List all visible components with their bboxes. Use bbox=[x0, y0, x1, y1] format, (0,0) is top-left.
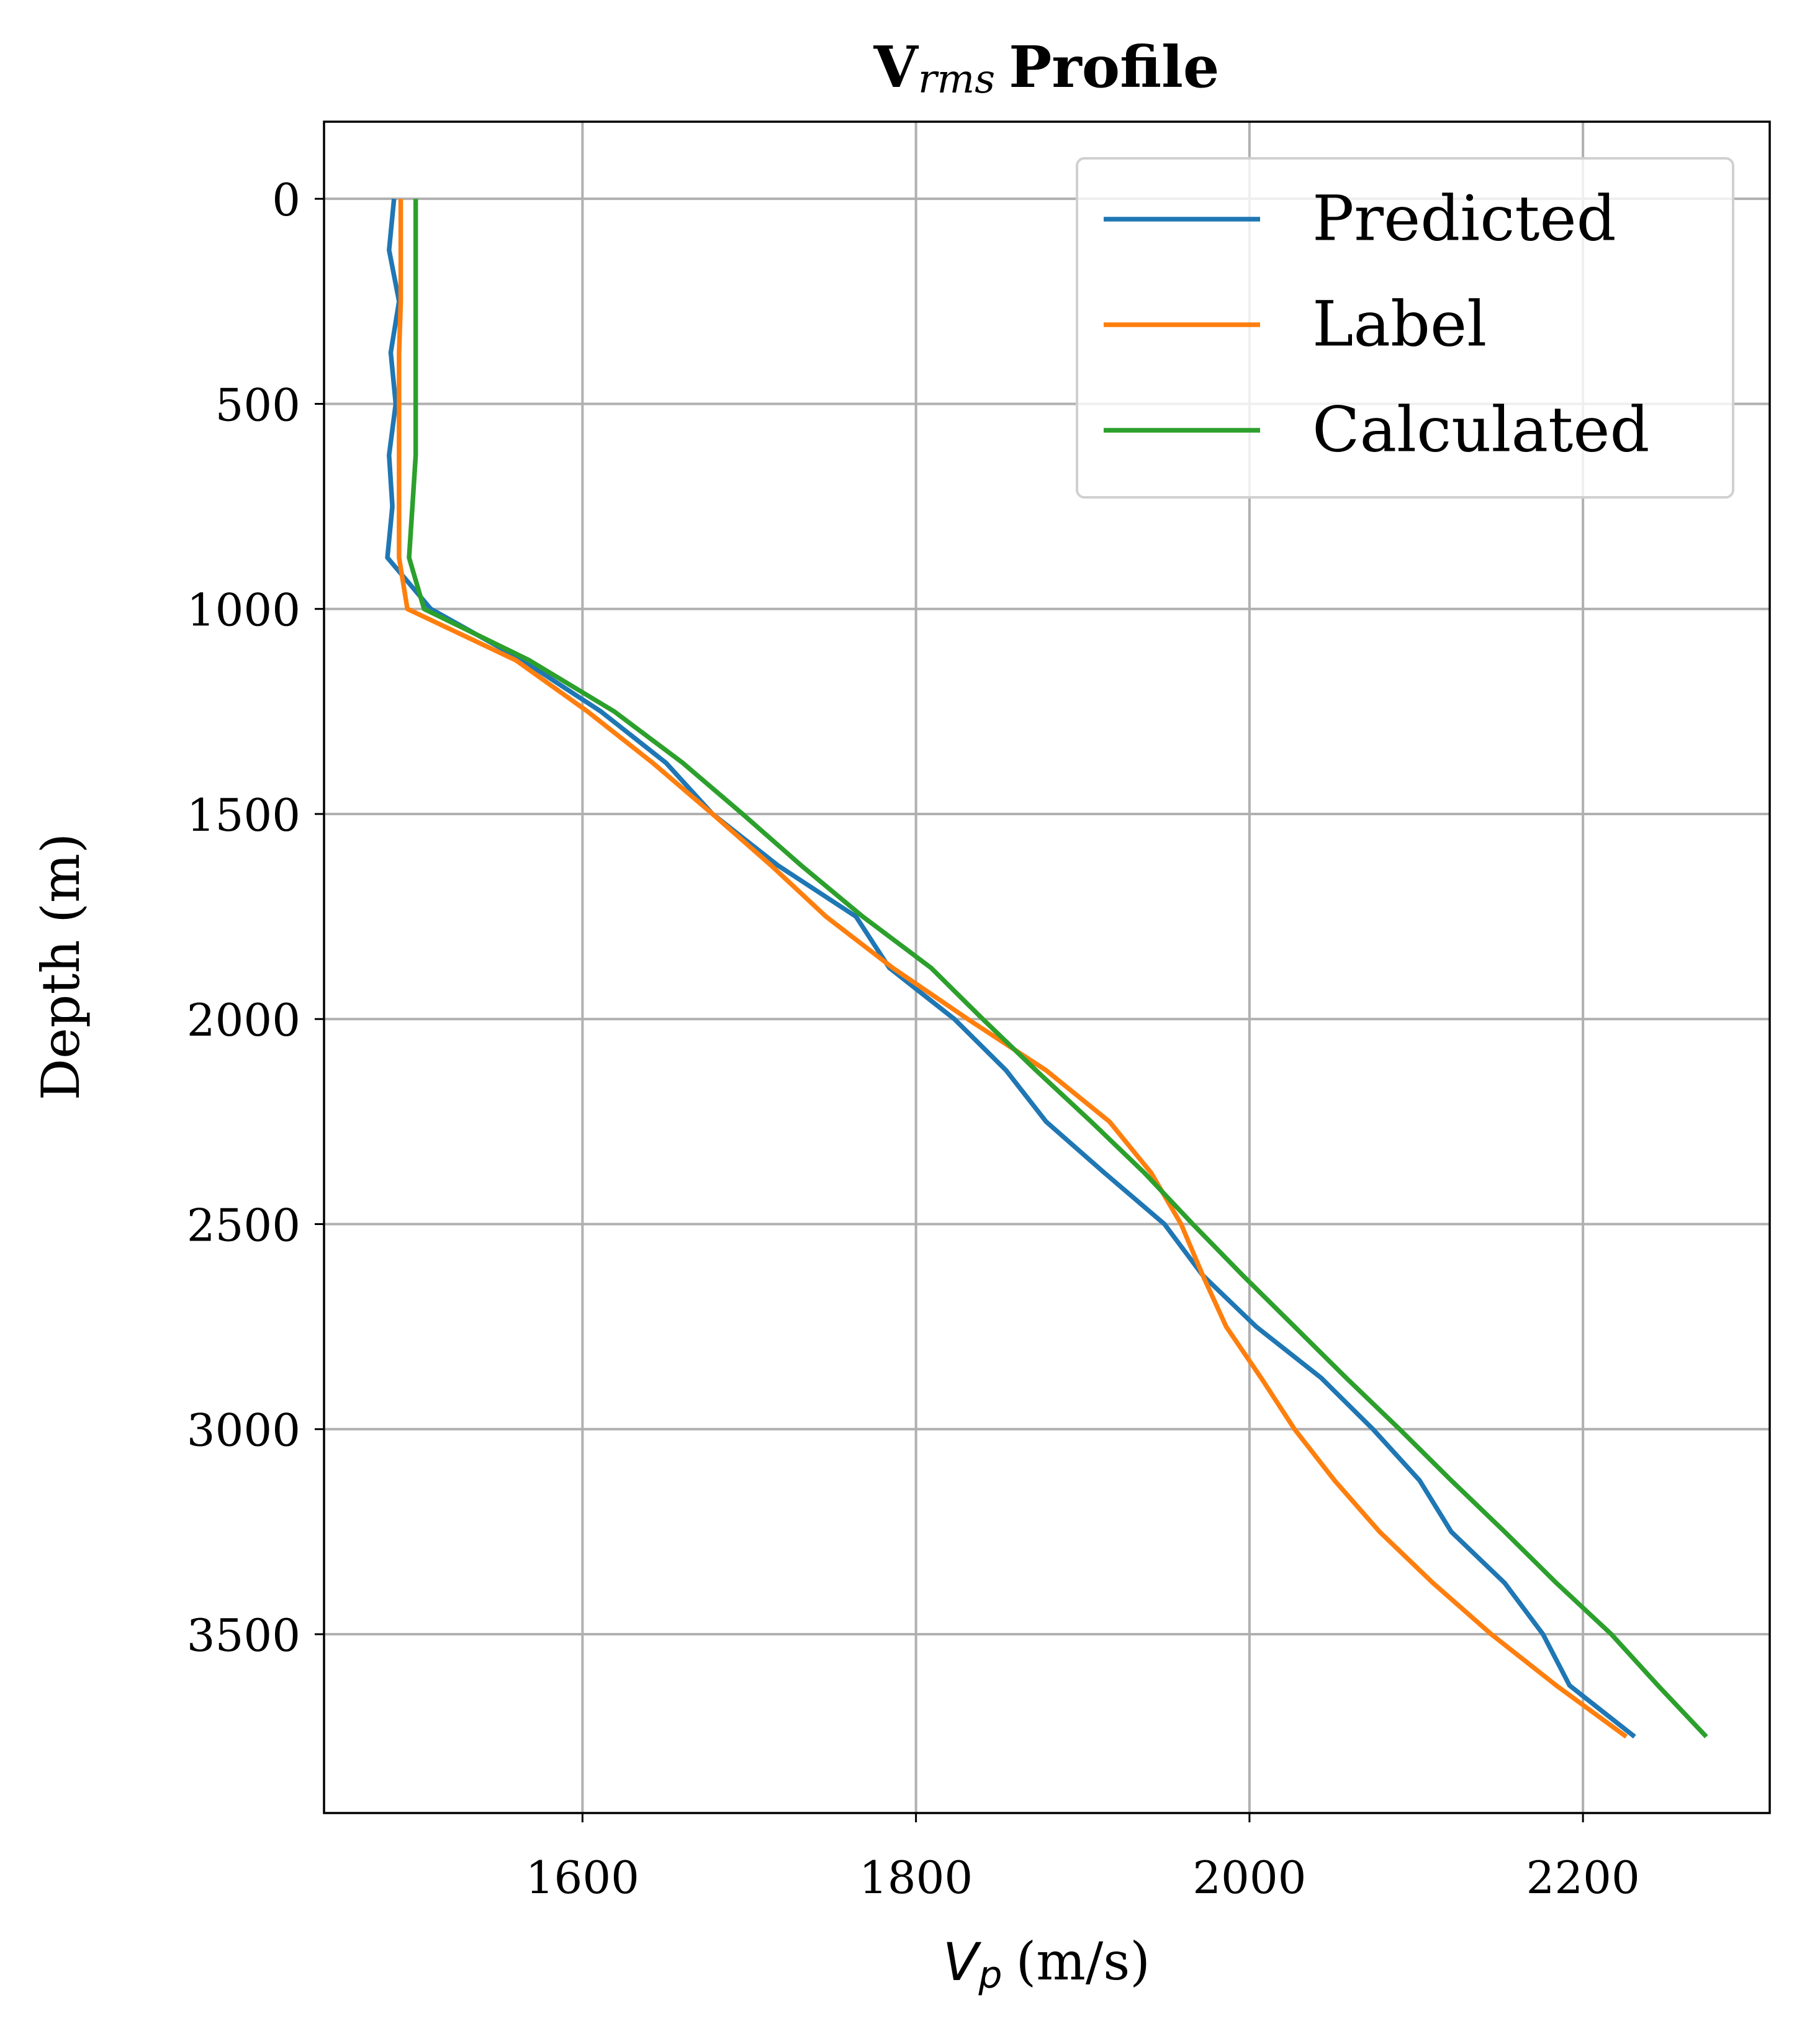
legend-label: Calculated bbox=[1312, 394, 1650, 466]
series-line bbox=[397, 199, 1628, 1739]
title-sub: rms bbox=[918, 57, 995, 102]
x-label-main: V bbox=[943, 1932, 982, 1992]
x-tick-label: 1800 bbox=[859, 1852, 973, 1904]
x-tick-label: 1600 bbox=[526, 1852, 639, 1904]
legend-label: Predicted bbox=[1312, 183, 1616, 255]
x-tick-label: 2200 bbox=[1526, 1852, 1640, 1904]
y-tick-label: 500 bbox=[215, 379, 300, 431]
title-rest: Profile bbox=[1009, 34, 1219, 101]
x-axis-label: Vp (m/s) bbox=[943, 1931, 1150, 1997]
plot-frame bbox=[323, 120, 1771, 1814]
y-tick-label: 2500 bbox=[187, 1199, 300, 1251]
legend-box bbox=[1076, 157, 1734, 499]
legend-label: Label bbox=[1312, 288, 1487, 361]
y-tick-label: 0 bbox=[272, 174, 300, 226]
series-line bbox=[407, 199, 1708, 1739]
y-tick-label: 3000 bbox=[187, 1404, 300, 1457]
y-tick-label: 1000 bbox=[187, 584, 300, 636]
legend: Predicted Label Calculated bbox=[1076, 157, 1734, 499]
y-tick-label: 1500 bbox=[187, 789, 300, 841]
chart-title: Vrms Profile bbox=[873, 34, 1220, 102]
x-label-sub: p bbox=[978, 1953, 1002, 1997]
x-label-rest: (m/s) bbox=[1016, 1931, 1150, 1992]
y-axis-label: Depth (m) bbox=[30, 833, 91, 1101]
y-tick-label: 2000 bbox=[187, 994, 300, 1046]
title-main: V bbox=[873, 34, 919, 101]
y-tick-label: 3500 bbox=[187, 1609, 300, 1662]
x-tick-label: 2000 bbox=[1192, 1852, 1306, 1904]
